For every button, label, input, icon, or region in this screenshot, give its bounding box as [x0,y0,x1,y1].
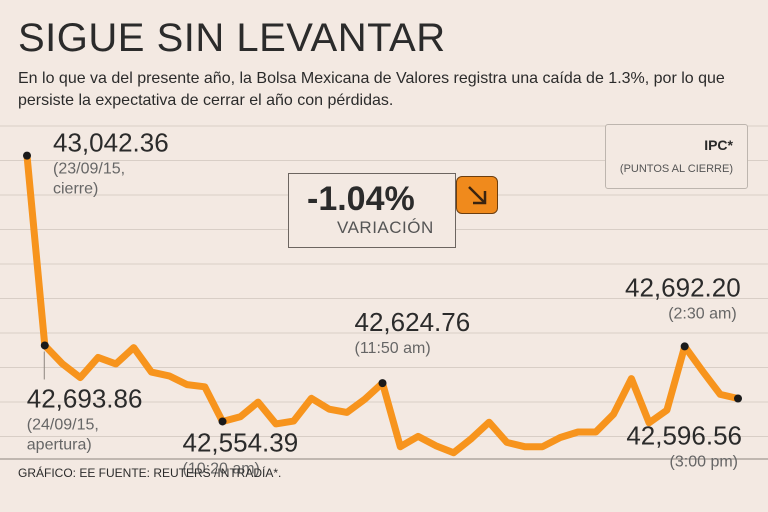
legend-title: IPC* [704,137,733,153]
variation-value: -1.04% [307,180,415,218]
data-label-time: (3:00 pm) [670,453,738,470]
data-label-note: cierre) [53,181,98,198]
variation-label: VARIACIÓN [337,218,434,237]
data-points [23,151,742,426]
data-label-time: (11:50 am) [355,340,431,357]
data-point [378,379,387,388]
data-label-value: 42,554.39 [183,427,299,457]
data-label-value: 42,693.86 [27,383,143,413]
variation-box: -1.04% VARIACIÓN [288,173,456,248]
data-point [23,151,31,160]
data-label-time: (23/09/15, [53,161,125,178]
data-label-value: 42,692.20 [625,272,741,302]
data-label-value: 42,596.56 [626,420,742,450]
variation-arrow-badge [456,176,498,214]
data-label-note: apertura) [27,436,92,453]
data-label-value: 43,042.36 [53,128,169,158]
chart-title: SIGUE SIN LEVANTAR [18,16,446,60]
data-label-time: (24/09/15, [27,416,99,433]
data-point [218,417,227,426]
data-point [40,341,49,350]
data-label-time: (10:20 am) [183,460,260,477]
data-label-value: 42,624.76 [355,307,471,337]
arrow-down-right-icon [468,186,487,205]
data-point [734,394,742,403]
data-label-time: (2:30 am) [668,305,736,322]
source-footer: GRÁFICO: EE FUENTE: REUTERS /INTRADÍA*. [18,466,282,480]
data-labels: 43,042.36 (23/09/15, cierre) 42,693.86 (24/0… [27,128,742,478]
chart-subtitle: En lo que va del presente año, la Bolsa … [18,70,725,109]
legend: IPC* (PUNTOS AL CIERRE) [605,124,748,189]
data-point [680,342,689,351]
legend-subtitle: (PUNTOS AL CIERRE) [619,163,733,175]
